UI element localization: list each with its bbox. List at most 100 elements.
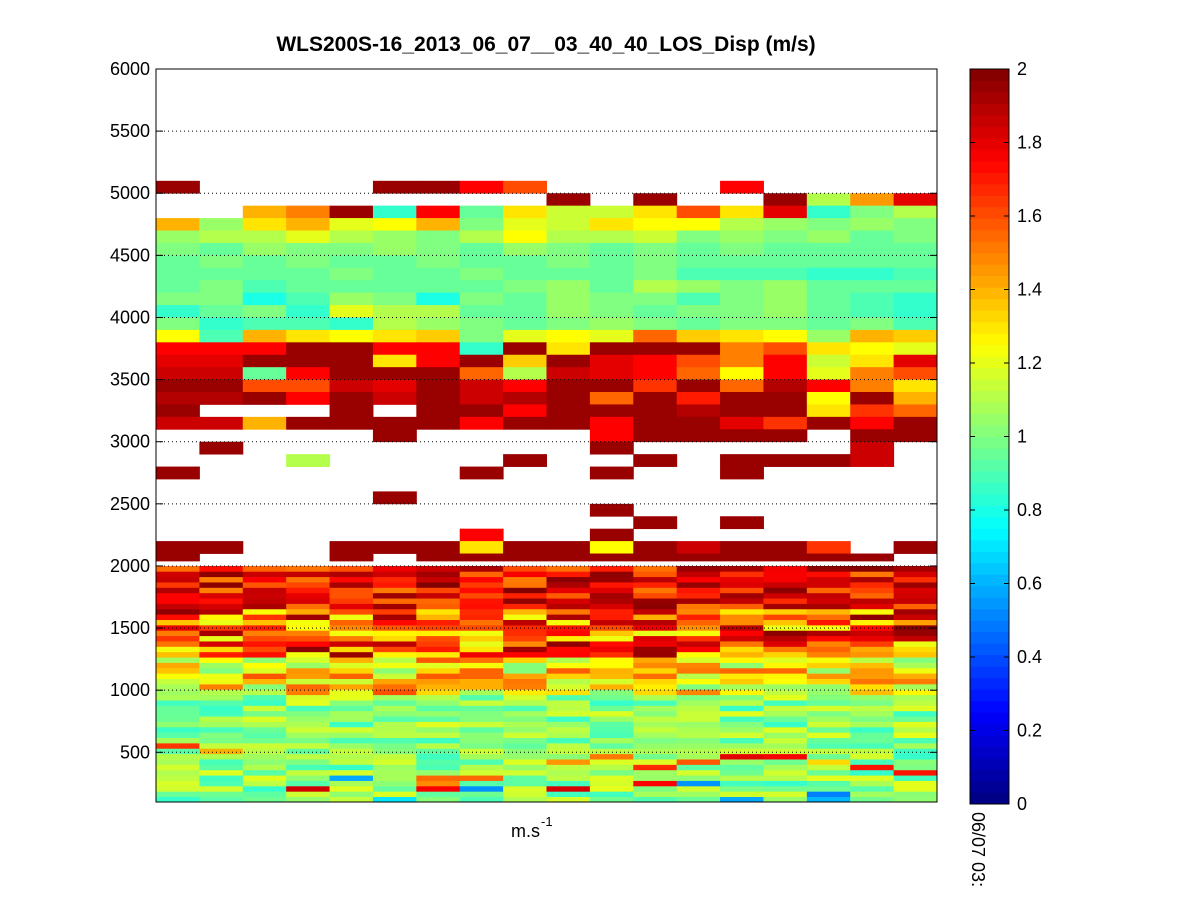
heatmap-cell: [416, 565, 461, 572]
heatmap-cell: [329, 759, 374, 765]
heatmap-cell: [242, 255, 287, 269]
heatmap-cell: [806, 764, 851, 771]
heatmap-cell: [850, 705, 895, 712]
heatmap-cell: [242, 694, 287, 701]
heatmap-cell: [633, 641, 678, 647]
heatmap-cell: [676, 785, 721, 792]
heatmap-cell: [416, 662, 461, 669]
heatmap-cell: [329, 592, 374, 599]
heatmap-cell: [459, 673, 504, 679]
heatmap-cell: [806, 780, 851, 787]
heatmap-cell: [416, 603, 461, 610]
heatmap-cell: [676, 694, 721, 701]
heatmap-cell: [459, 466, 504, 480]
heatmap-cell: [806, 748, 851, 755]
heatmap-cell: [850, 608, 895, 615]
heatmap-cell: [589, 673, 634, 679]
heatmap-cell: [589, 354, 634, 368]
heatmap-cell: [806, 791, 851, 798]
heatmap-cell: [329, 624, 374, 631]
heatmap-cell: [763, 541, 808, 554]
heatmap-cell: [893, 759, 938, 765]
heatmap-cell: [459, 748, 504, 755]
heatmap-cell: [546, 742, 591, 749]
heatmap-cell: [329, 689, 374, 696]
heatmap-cell: [763, 553, 808, 562]
heatmap-cell: [893, 603, 938, 610]
heatmap-cell: [676, 608, 721, 615]
heatmap-cell: [459, 342, 504, 356]
heatmap-cell: [459, 587, 504, 594]
heatmap-cell: [763, 230, 808, 244]
heatmap-cell: [199, 416, 244, 430]
y-tick-label: 4000: [110, 307, 150, 327]
heatmap-cell: [850, 392, 895, 405]
heatmap-cell: [546, 603, 591, 610]
heatmap-cell: [199, 267, 244, 281]
heatmap-cell: [633, 541, 678, 554]
heatmap-cell: [720, 641, 764, 647]
heatmap-cell: [199, 651, 244, 658]
heatmap-cell: [286, 619, 331, 626]
heatmap-cell: [589, 753, 634, 760]
heatmap-cell: [633, 732, 678, 739]
heatmap-cell: [589, 759, 634, 765]
heatmap-cell: [329, 329, 374, 343]
heatmap-cell: [589, 651, 634, 658]
heatmap-cell: [156, 775, 200, 781]
heatmap-cell: [850, 342, 895, 356]
heatmap-cell: [242, 775, 287, 781]
heatmap-cell: [156, 317, 200, 331]
heatmap-cell: [633, 603, 678, 610]
heatmap-cell: [589, 587, 634, 594]
heatmap-cell: [416, 416, 461, 430]
heatmap-cell: [459, 553, 504, 562]
heatmap-cell: [372, 614, 417, 620]
heatmap-cell: [459, 565, 504, 572]
heatmap-cell: [676, 404, 721, 418]
colorbar-segment: [970, 103, 1009, 116]
heatmap-cell: [633, 689, 678, 696]
colorbar-segment: [970, 505, 1009, 518]
y-tick-label: 3000: [110, 432, 150, 452]
heatmap-cell: [286, 280, 331, 294]
heatmap-cell: [893, 635, 938, 642]
heatmap-cell: [546, 267, 591, 281]
heatmap-cell: [503, 630, 547, 637]
colorbar-tick-label: 0: [1017, 794, 1027, 814]
heatmap-cell: [459, 780, 504, 787]
heatmap-cell: [286, 587, 331, 594]
heatmap-cell: [503, 635, 547, 642]
heatmap-cell: [850, 657, 895, 663]
heatmap-cell: [372, 619, 417, 626]
heatmap-cell: [893, 700, 938, 706]
heatmap-cell: [806, 354, 851, 368]
heatmap-cell: [676, 392, 721, 405]
heatmap-cell: [763, 454, 808, 467]
heatmap-cell: [806, 732, 851, 739]
heatmap-cell: [676, 683, 721, 690]
heatmap-cell: [633, 796, 678, 803]
heatmap-cell: [763, 582, 808, 588]
heatmap-cell: [503, 796, 547, 803]
heatmap-cell: [459, 292, 504, 306]
heatmap-cell: [199, 683, 244, 690]
heatmap-cell: [806, 404, 851, 418]
heatmap-cell: [589, 317, 634, 331]
heatmap-cell: [199, 796, 244, 803]
heatmap-cell: [763, 759, 808, 765]
heatmap-cell: [199, 646, 244, 653]
heatmap-cell: [850, 598, 895, 604]
heatmap-cell: [720, 416, 764, 430]
heatmap-cell: [503, 576, 547, 583]
colorbar-segment: [970, 562, 1009, 575]
heatmap-cell: [850, 737, 895, 744]
heatmap-cell: [633, 673, 678, 679]
heatmap-cell: [546, 565, 591, 572]
heatmap-cell: [546, 280, 591, 294]
heatmap-cell: [720, 342, 764, 356]
heatmap-cell: [156, 342, 200, 356]
heatmap-cell: [329, 764, 374, 771]
heatmap-cell: [850, 689, 895, 696]
heatmap-cell: [416, 667, 461, 674]
